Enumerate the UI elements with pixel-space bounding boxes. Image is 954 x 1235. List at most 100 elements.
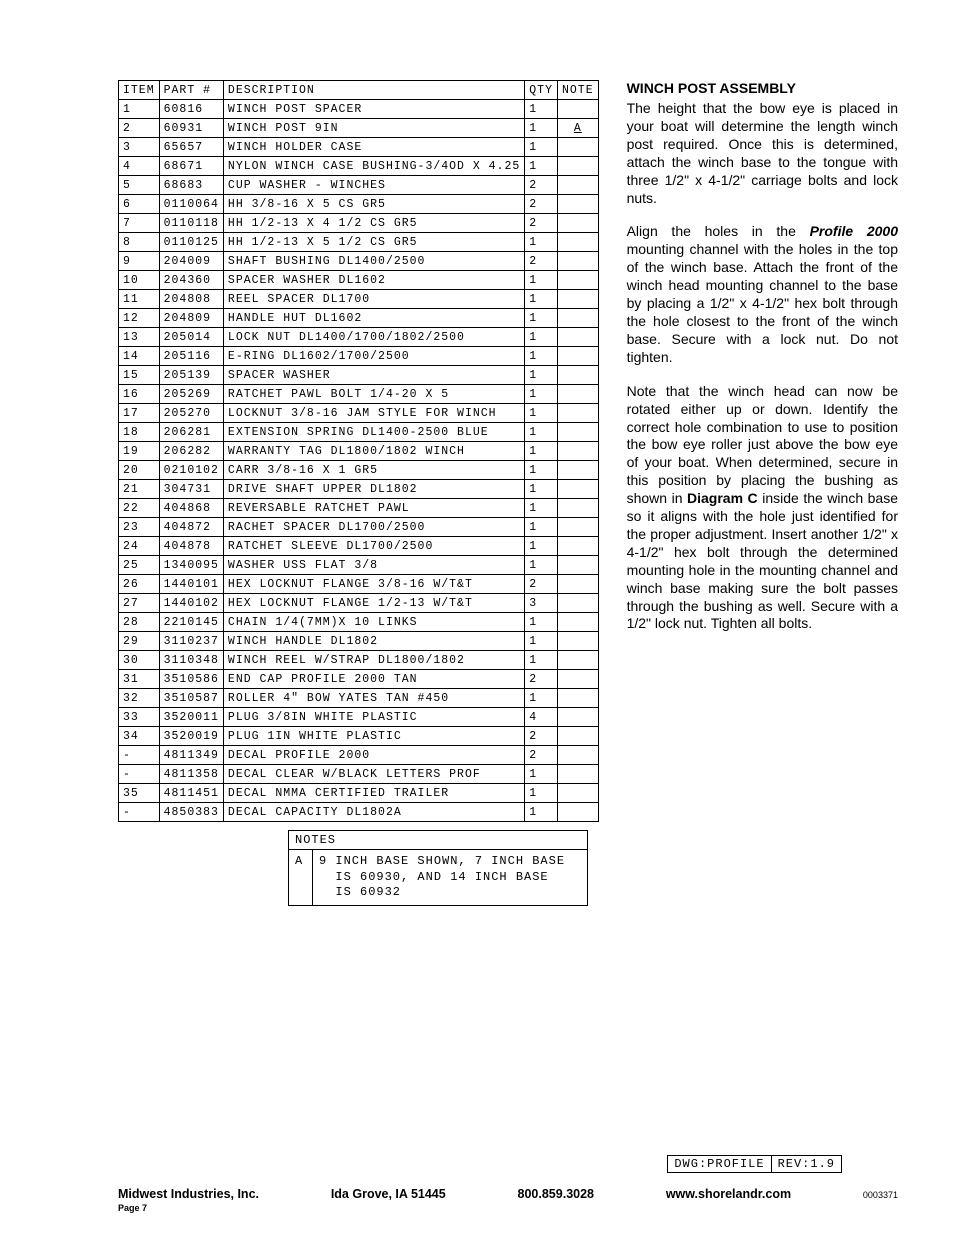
cell-qty: 1 (525, 366, 558, 385)
cell-desc: SHAFT BUSHING DL1400/2500 (223, 252, 524, 271)
cell-part: 65657 (159, 138, 223, 157)
page-number: Page 7 (118, 1203, 147, 1213)
cell-part: 205014 (159, 328, 223, 347)
p2-text-c: mounting channel with the holes in the t… (627, 241, 898, 364)
cell-desc: CUP WASHER - WINCHES (223, 176, 524, 195)
cell-desc: END CAP PROFILE 2000 TAN (223, 670, 524, 689)
page-footer: Midwest Industries, Inc. Ida Grove, IA 5… (0, 1187, 954, 1201)
drawing-info-box: DWG:PROFILE REV:1.9 (667, 1155, 842, 1173)
header-part: PART # (159, 81, 223, 100)
cell-item: 15 (119, 366, 160, 385)
cell-item: 35 (119, 784, 160, 803)
cell-part: 4811349 (159, 746, 223, 765)
cell-part: 304731 (159, 480, 223, 499)
table-row: 21304731DRIVE SHAFT UPPER DL18021 (119, 480, 599, 499)
cell-desc: CHAIN 1/4(7MM)X 10 LINKS (223, 613, 524, 632)
cell-part: 4811358 (159, 765, 223, 784)
cell-note (557, 176, 598, 195)
cell-item: 24 (119, 537, 160, 556)
cell-part: 60931 (159, 119, 223, 138)
cell-qty: 2 (525, 176, 558, 195)
cell-note (557, 689, 598, 708)
cell-item: 20 (119, 461, 160, 480)
cell-qty: 1 (525, 613, 558, 632)
cell-desc: PLUG 3/8IN WHITE PLASTIC (223, 708, 524, 727)
cell-desc: WARRANTY TAG DL1800/1802 WINCH (223, 442, 524, 461)
cell-part: 4811451 (159, 784, 223, 803)
parts-table: ITEM PART # DESCRIPTION QTY NOTE 160816W… (118, 80, 599, 822)
table-row: 14205116E-RING DL1602/1700/25001 (119, 347, 599, 366)
table-row: 11204808REEL SPACER DL17001 (119, 290, 599, 309)
cell-item: 11 (119, 290, 160, 309)
cell-part: 3510586 (159, 670, 223, 689)
cell-desc: PLUG 1IN WHITE PLASTIC (223, 727, 524, 746)
table-row: 17205270LOCKNUT 3/8-16 JAM STYLE FOR WIN… (119, 404, 599, 423)
table-row: 568683CUP WASHER - WINCHES2 (119, 176, 599, 195)
table-row: 303110348WINCH REEL W/STRAP DL1800/18021 (119, 651, 599, 670)
cell-item: 5 (119, 176, 160, 195)
header-note: NOTE (557, 81, 598, 100)
cell-part: 1440101 (159, 575, 223, 594)
cell-item: 29 (119, 632, 160, 651)
cell-qty: 2 (525, 746, 558, 765)
cell-qty: 1 (525, 537, 558, 556)
cell-item: 10 (119, 271, 160, 290)
cell-part: 206281 (159, 423, 223, 442)
cell-desc: DECAL NMMA CERTIFIED TRAILER (223, 784, 524, 803)
notes-title: NOTES (289, 831, 587, 850)
cell-desc: NYLON WINCH CASE BUSHING-3/4OD X 4.25 (223, 157, 524, 176)
rev-label: REV:1.9 (772, 1155, 842, 1173)
table-row: 313510586END CAP PROFILE 2000 TAN2 (119, 670, 599, 689)
cell-item: - (119, 803, 160, 822)
cell-item: 1 (119, 100, 160, 119)
table-row: 333520011PLUG 3/8IN WHITE PLASTIC4 (119, 708, 599, 727)
table-row: 80110125HH 1/2-13 X 5 1/2 CS GR51 (119, 233, 599, 252)
paragraph-3: Note that the winch head can now be rota… (627, 383, 898, 634)
cell-note (557, 157, 598, 176)
cell-desc: LOCK NUT DL1400/1700/1802/2500 (223, 328, 524, 347)
cell-desc: DECAL PROFILE 2000 (223, 746, 524, 765)
cell-item: 31 (119, 670, 160, 689)
cell-desc: REVERSABLE RATCHET PAWL (223, 499, 524, 518)
cell-note: A (557, 119, 598, 138)
cell-part: 4850383 (159, 803, 223, 822)
cell-qty: 2 (525, 727, 558, 746)
cell-qty: 1 (525, 784, 558, 803)
cell-item: 6 (119, 195, 160, 214)
cell-note (557, 518, 598, 537)
cell-item: 18 (119, 423, 160, 442)
cell-desc: HH 1/2-13 X 4 1/2 CS GR5 (223, 214, 524, 233)
table-row: 160816WINCH POST SPACER1 (119, 100, 599, 119)
header-desc: DESCRIPTION (223, 81, 524, 100)
cell-item: 3 (119, 138, 160, 157)
table-row: -4811358DECAL CLEAR W/BLACK LETTERS PROF… (119, 765, 599, 784)
table-row: 13205014LOCK NUT DL1400/1700/1802/25001 (119, 328, 599, 347)
cell-desc: LOCKNUT 3/8-16 JAM STYLE FOR WINCH (223, 404, 524, 423)
notes-row: A 9 INCH BASE SHOWN, 7 INCH BASE IS 6093… (289, 850, 587, 905)
paragraph-2: Align the holes in the Profile 2000 moun… (627, 223, 898, 366)
cell-note (557, 309, 598, 328)
cell-desc: REEL SPACER DL1700 (223, 290, 524, 309)
table-row: 260931WINCH POST 9IN1A (119, 119, 599, 138)
cell-part: 3520019 (159, 727, 223, 746)
cell-part: 204009 (159, 252, 223, 271)
table-row: 22404868REVERSABLE RATCHET PAWL1 (119, 499, 599, 518)
cell-item: 2 (119, 119, 160, 138)
cell-part: 3510587 (159, 689, 223, 708)
cell-qty: 1 (525, 499, 558, 518)
cell-qty: 1 (525, 556, 558, 575)
cell-qty: 1 (525, 309, 558, 328)
right-column: WINCH POST ASSEMBLY The height that the … (627, 80, 898, 906)
cell-item: 32 (119, 689, 160, 708)
footer-company: Midwest Industries, Inc. (118, 1187, 259, 1201)
cell-item: 8 (119, 233, 160, 252)
footer-city: Ida Grove, IA 51445 (331, 1187, 446, 1201)
cell-note (557, 746, 598, 765)
cell-item: 22 (119, 499, 160, 518)
cell-note (557, 765, 598, 784)
cell-note (557, 214, 598, 233)
cell-qty: 1 (525, 480, 558, 499)
table-row: 200210102CARR 3/8-16 X 1 GR51 (119, 461, 599, 480)
cell-part: 205270 (159, 404, 223, 423)
cell-item: 30 (119, 651, 160, 670)
